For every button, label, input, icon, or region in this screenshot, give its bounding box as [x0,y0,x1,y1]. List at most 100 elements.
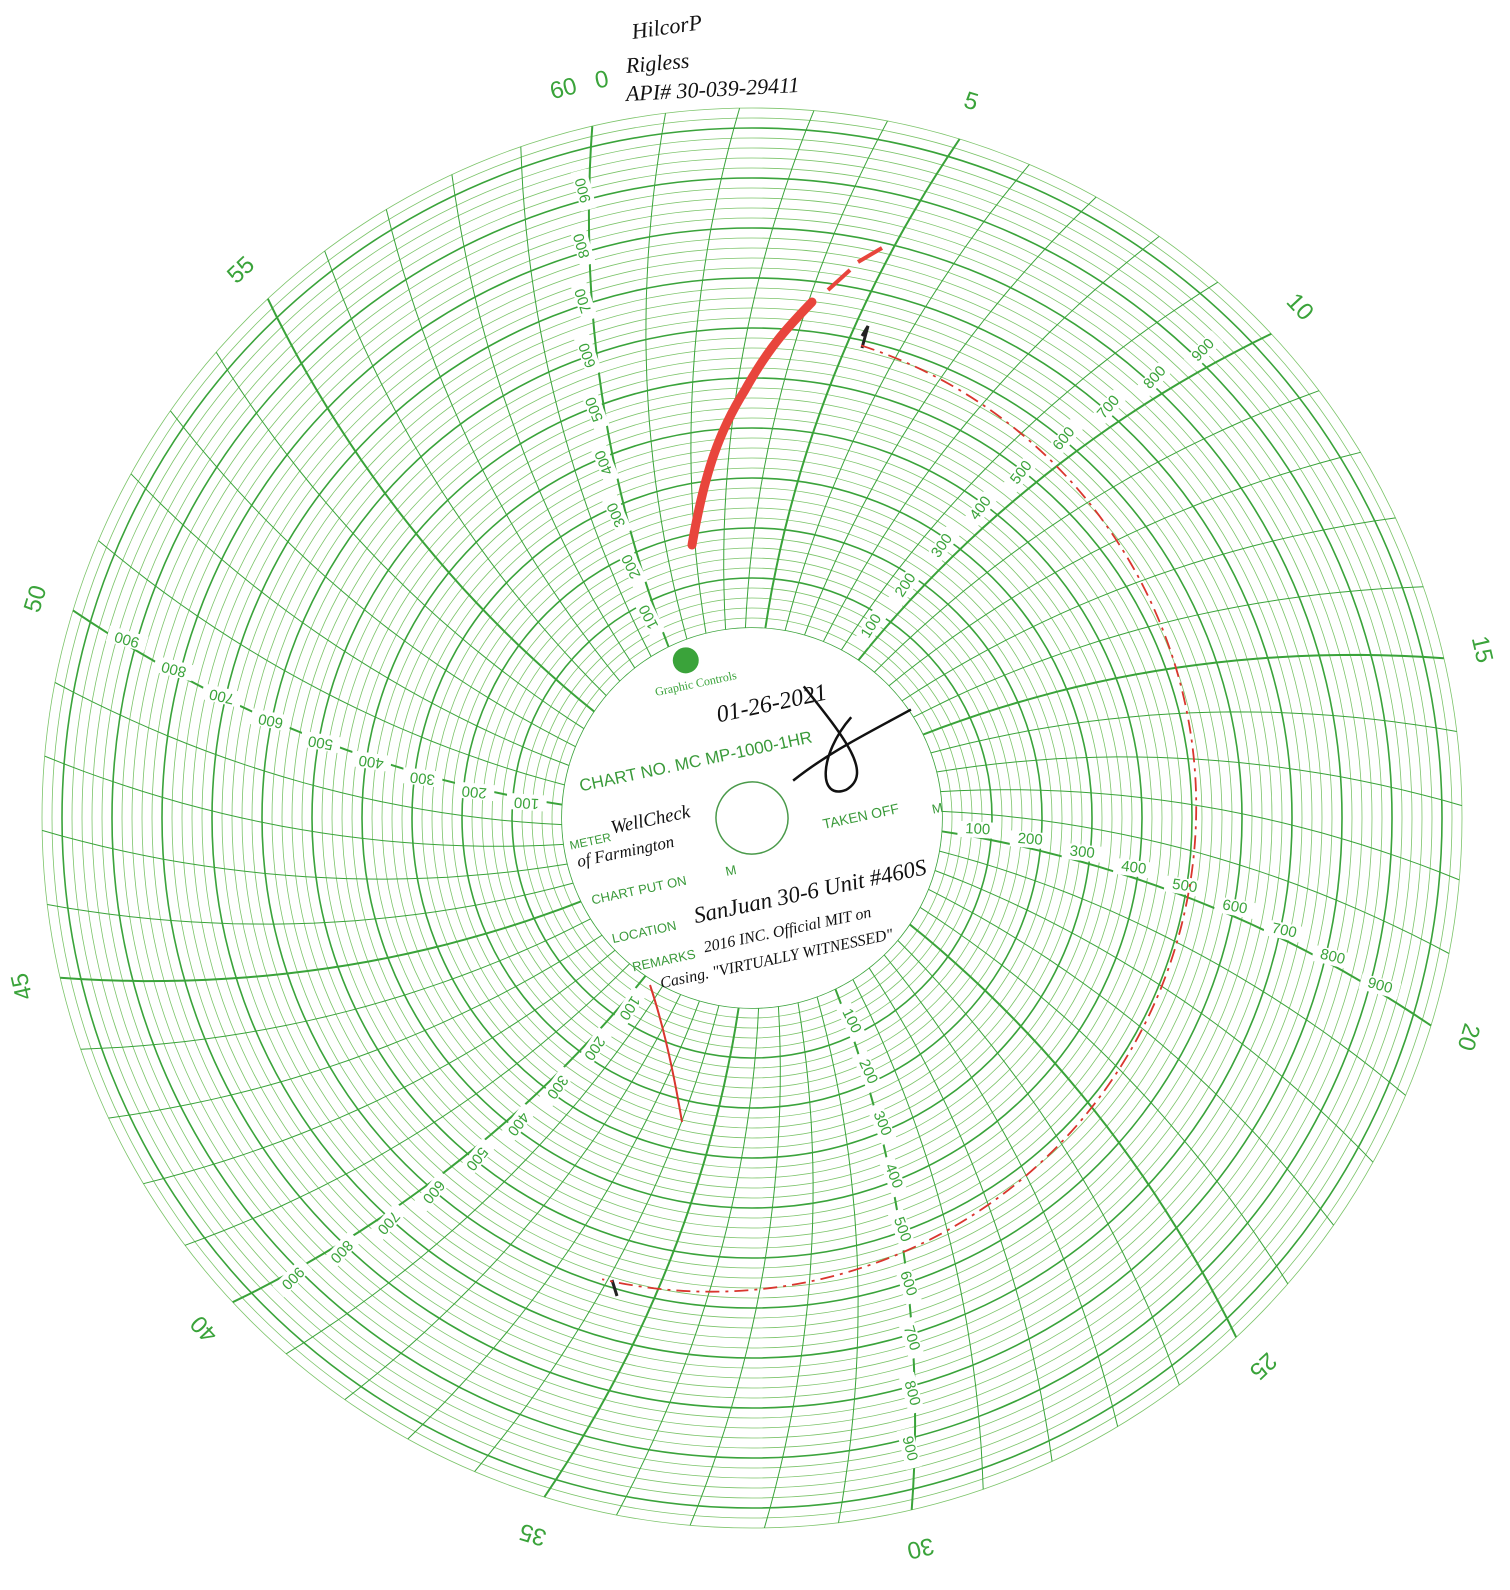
label-bg [924,525,961,568]
label-bg [866,1102,897,1146]
time-line [451,174,636,669]
time-line [784,164,1030,632]
time-line [108,934,603,1119]
label-bg [569,224,596,268]
label-bg [1112,857,1155,879]
ring [521,587,983,1049]
ring [491,557,1013,1079]
ring [121,187,1383,1449]
ring [451,517,1053,1119]
signature [792,685,912,793]
time-line [47,882,574,925]
ring [251,317,1253,1319]
time-line [324,250,607,697]
label-bg [580,387,610,431]
minute-label: 40 [185,1310,223,1348]
ring [91,157,1413,1479]
minute-label: 25 [1244,1347,1282,1385]
label-bg [1213,895,1256,919]
label-bg [633,595,666,639]
time-line [285,985,664,1355]
time-line [54,682,563,826]
pressure-label: 300 [409,768,436,788]
time-line [41,829,568,880]
time-line [184,963,631,1246]
time-line [266,298,596,713]
pressure-label: 300 [1069,842,1096,862]
time-line [941,810,1450,954]
minute-label: 45 [6,970,38,1002]
label-bg [1262,919,1306,944]
time-line [44,755,564,847]
ring [411,477,1093,1159]
label-bg [152,655,196,682]
time-line [873,390,1320,673]
label-bg [1183,330,1224,371]
time-line [764,138,961,629]
time-line [170,410,577,748]
center-hole [715,781,789,855]
time-line [763,1002,814,1529]
label-bg [299,730,342,754]
ring [81,147,1423,1489]
pressure-label: 200 [461,782,488,801]
ring [391,457,1113,1179]
label-bg [105,625,149,653]
time-line [543,1007,740,1498]
pressure-label: 600 [1221,896,1249,917]
ring [511,577,993,1059]
pen-mark [610,1279,619,1297]
time-line [888,451,1361,687]
time-line [616,1007,760,1516]
label-bg [573,333,603,377]
time-line [816,996,859,1523]
minute-label: 60 [547,72,580,105]
ring [501,567,1003,1069]
pen-trace [601,344,1198,1293]
pressure-label: 400 [1120,858,1147,878]
ring [101,167,1403,1469]
ring [541,607,963,1029]
hub: Graphic Controls 01-26-2021 CHART NO. MC… [562,628,944,1008]
time-line [897,939,1180,1386]
ring [191,257,1313,1379]
label-bg [570,168,597,212]
pressure-label: 800 [570,231,593,260]
minute-label: 35 [516,1518,549,1552]
label-bg [957,820,999,839]
time-line [98,540,566,786]
label-bg [893,1262,922,1306]
ring [41,107,1463,1529]
minute-label: 55 [222,251,260,289]
ring [381,447,1123,1189]
label-bg [1135,357,1175,398]
time-line [901,517,1396,702]
label-bg [401,767,444,788]
pen-trace [649,984,683,1123]
ring [341,407,1163,1229]
time-line [930,711,1457,754]
label-bg [1358,973,1402,1000]
pressure-label: 900 [898,1434,921,1462]
label-bg [1089,387,1129,428]
ring [401,467,1103,1169]
time-line [587,126,670,648]
minute-label: 20 [1452,1020,1486,1053]
time-line [868,967,1053,1462]
time-line [941,830,1432,1027]
pressure-label: 400 [358,751,385,772]
label-bg [1003,452,1041,494]
ring [171,237,1333,1399]
label-bg [1311,944,1354,970]
time-line [645,113,688,640]
time-line [912,586,1424,718]
ring [211,277,1293,1359]
time-line [840,281,1219,651]
minute-label: 15 [1466,633,1498,665]
pressure-label: 600 [257,710,285,732]
brand-logo [672,647,699,674]
time-line [934,869,1374,1163]
ring [71,137,1433,1499]
